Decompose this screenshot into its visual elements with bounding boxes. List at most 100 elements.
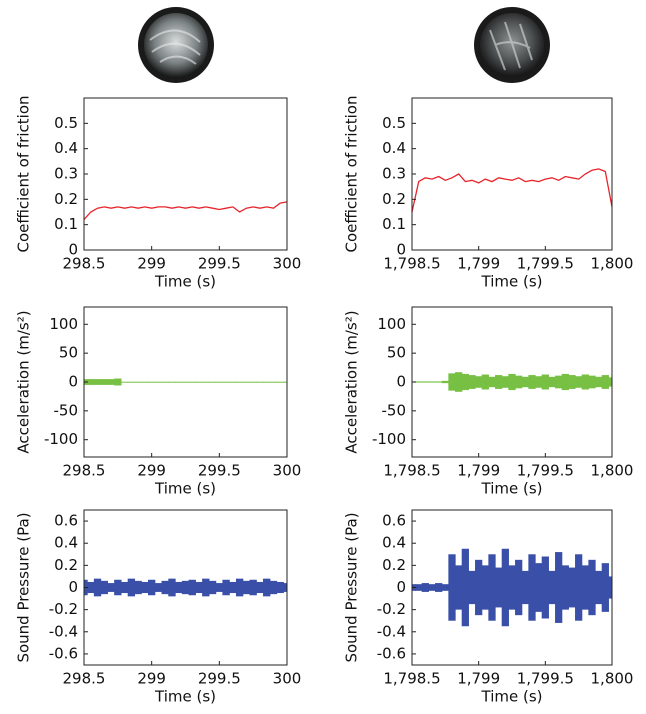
y-tick-label: 0.3 [54,165,78,183]
envelope-segment [475,376,483,388]
x-tick-label: 298.5 [63,462,106,480]
x-tick-label: 1,799 [457,255,500,273]
plot-frame [411,97,613,251]
y-tick-label: 100 [377,315,406,333]
plot-frame [83,97,288,251]
y-tick-label: 100 [49,315,78,333]
y-tick-label: 0.4 [382,534,406,552]
y-axis-label: Coefficient of friction [343,95,361,252]
envelope-segment [276,381,284,383]
y-tick-label: 0.3 [382,165,406,183]
envelope-segment [588,375,596,389]
envelope-segment [608,576,612,599]
envelope-segment [107,583,115,592]
x-tick-label: 298.5 [63,255,106,273]
envelope-segment [448,554,456,621]
x-axis-label: Time (s) [154,480,216,498]
envelope-segment [568,375,576,389]
y-tick-label: -50 [54,401,79,419]
y-tick-label: -100 [372,430,406,448]
envelope-segment [161,580,169,595]
envelope-segment [127,578,136,597]
envelope-segment [601,563,609,612]
envelope-segment [188,381,196,383]
envelope-segment [501,548,509,627]
x-axis-label: Time (s) [481,273,543,291]
envelope-segment [521,570,529,605]
x-tick-label: 299.5 [198,670,241,688]
y-tick-label: -0.6 [49,644,78,662]
envelope-segment [441,380,449,384]
envelope-segment [202,381,210,383]
envelope-segment [595,570,603,605]
y-tick-label: 0.6 [54,512,78,530]
panel: 0 0.1 0.2 0.3 0.4 0.5 298.5 299 299.5 300 Time (s)… [15,95,302,290]
x-tick-label: 299.5 [198,462,241,480]
envelope-segment [481,565,489,610]
specimen-photo-left [138,7,214,83]
envelope-segment [588,559,596,616]
y-tick-label: 0.1 [382,215,406,233]
y-tick-label: 0 [68,241,78,259]
envelope-segment [601,375,609,389]
envelope-segment [181,381,190,383]
envelope-segment [107,379,115,385]
y-tick-label: -0.6 [377,644,406,662]
envelope-segment [215,583,224,592]
y-axis-label: Acceleration (m/s²) [343,310,361,453]
envelope-segment [448,373,456,391]
y-tick-label: 0.2 [54,190,78,208]
envelope-segment [202,578,210,597]
cof-line [411,168,613,213]
envelope-segment [276,581,284,594]
envelope-segment [188,579,196,596]
x-axis-label: Time (s) [481,688,543,706]
envelope-segment [93,379,102,385]
envelope-segment [528,375,536,389]
envelope-segment [521,376,529,388]
envelope-segment [93,578,102,597]
y-tick-label: 0 [396,578,406,596]
x-tick-label: 299 [137,462,166,480]
envelope-segment [461,373,469,391]
envelope-segment [515,375,523,389]
envelope-segment [175,581,183,594]
envelope-segment [154,583,163,592]
envelope-segment [541,374,549,390]
y-tick-label: 0.4 [382,139,406,157]
envelope-segment [515,559,523,616]
envelope-segment [441,584,449,591]
envelope-segment [114,378,122,386]
x-tick-label: 1,798.5 [383,462,440,480]
envelope-segment [555,552,563,623]
envelope-segment [561,373,569,391]
envelope-segment [468,570,476,605]
y-tick-label: 50 [387,344,406,362]
envelope-segment [435,583,443,592]
y-tick-label: 0.2 [382,556,406,574]
x-tick-label: 1,799.5 [517,255,574,273]
envelope-segment [249,381,257,383]
envelope-segment [195,581,203,594]
y-tick-label: 0.2 [54,556,78,574]
x-tick-label: 1,799 [457,670,500,688]
x-tick-label: 1,800 [591,462,634,480]
specimen-photo-right [474,7,550,83]
envelope-segment [535,563,543,612]
envelope-segment [120,381,129,383]
envelope-segment [175,381,183,383]
x-tick-label: 1,799 [457,462,500,480]
envelope-segment [495,375,503,389]
y-tick-label: 0 [396,241,406,259]
x-tick-label: 299.5 [198,255,241,273]
x-axis-label: Time (s) [154,273,216,291]
envelope-segment [428,584,436,591]
envelope-segment [229,581,237,594]
x-tick-label: 1,798.5 [383,670,440,688]
envelope-segment [555,375,563,389]
envelope-segment [235,381,244,383]
envelope-segment [134,381,142,383]
envelope-segment [488,376,496,388]
y-tick-label: 0.4 [54,534,78,552]
y-tick-label: 0 [68,373,78,391]
